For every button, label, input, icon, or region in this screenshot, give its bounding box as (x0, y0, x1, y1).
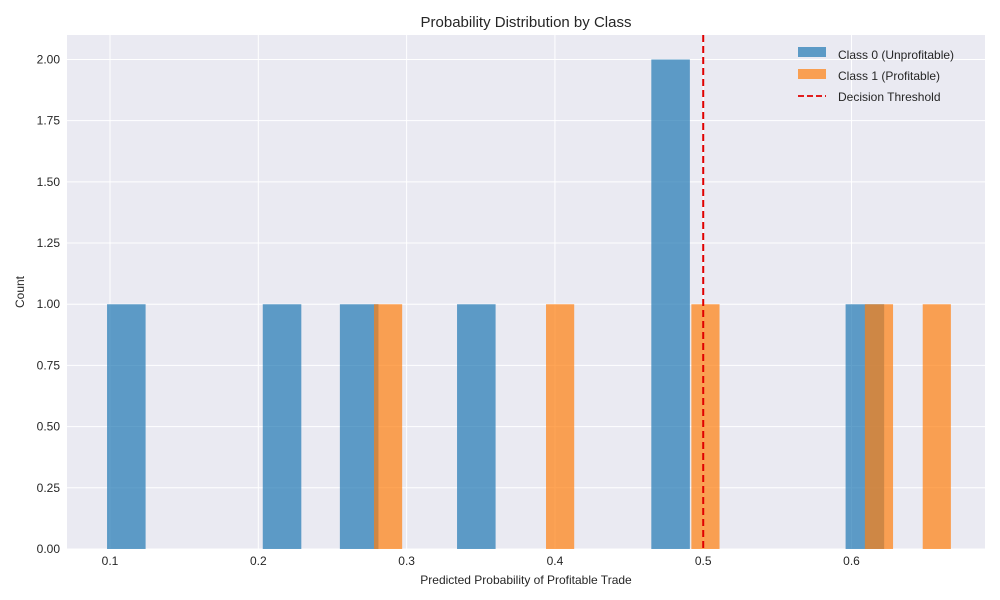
bars (107, 59, 951, 549)
x-tick-labels: 0.1 0.2 0.3 0.4 0.5 0.6 (102, 554, 861, 568)
y-tick-labels: 0.00 0.25 0.50 0.75 1.00 1.25 1.50 1.75 2.00 (37, 52, 61, 556)
y-tick-label: 1.50 (37, 175, 61, 189)
y-tick-label: 1.75 (37, 114, 61, 128)
x-tick-label: 0.6 (843, 554, 860, 568)
legend-label-class-1: Class 1 (Profitable) (838, 69, 940, 83)
chart-title: Probability Distribution by Class (421, 14, 632, 31)
histogram-bar-class-1 (546, 304, 575, 549)
histogram-bar-class-0 (339, 304, 379, 549)
y-tick-label: 2.00 (37, 52, 61, 66)
y-tick-label: 1.00 (37, 297, 61, 311)
y-tick-label: 1.25 (37, 236, 61, 250)
histogram-bar-class-0 (651, 59, 690, 549)
histogram-bar-class-1 (922, 304, 951, 549)
x-tick-label: 0.2 (250, 554, 267, 568)
histogram-bar-class-0 (262, 304, 302, 549)
x-tick-label: 0.5 (695, 554, 712, 568)
grid-lines (67, 35, 985, 550)
histogram-bar-class-1 (373, 304, 403, 549)
x-tick-label: 0.1 (102, 554, 119, 568)
histogram-bar-class-1 (864, 304, 894, 549)
histogram-bar-class-0 (457, 304, 496, 549)
histogram-bar-class-1 (691, 304, 720, 549)
legend: Class 0 (Unprofitable) Class 1 (Profitab… (798, 47, 954, 104)
y-tick-label: 0.00 (37, 542, 61, 556)
legend-swatch-class-0 (798, 47, 826, 57)
y-tick-label: 0.50 (37, 420, 61, 434)
legend-label-threshold: Decision Threshold (838, 90, 941, 104)
y-tick-label: 0.75 (37, 358, 61, 372)
y-tick-label: 0.25 (37, 481, 61, 495)
legend-swatch-class-1 (798, 69, 826, 79)
y-axis-label: Count (13, 275, 27, 308)
legend-label-class-0: Class 0 (Unprofitable) (838, 48, 954, 62)
x-tick-label: 0.4 (547, 554, 564, 568)
x-axis-label: Predicted Probability of Profitable Trad… (420, 573, 632, 587)
x-tick-label: 0.3 (398, 554, 415, 568)
histogram-bar-class-0 (107, 304, 146, 549)
